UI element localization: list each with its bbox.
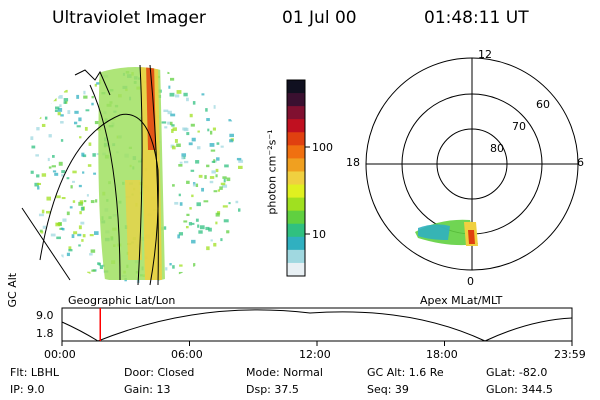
colorbar-swatch (287, 262, 305, 277)
mlt-label-18: 18 (346, 156, 360, 169)
altitude-curve (61, 309, 573, 342)
colorbar-swatch (287, 158, 305, 172)
colorbar-swatch (287, 119, 305, 133)
colorbar-swatch (287, 80, 305, 94)
geographic-grid (21, 64, 159, 286)
colorbar-swatch (287, 223, 305, 238)
colorbar-swatch (287, 132, 305, 146)
colorbar-swatch (287, 210, 305, 225)
polar-caption: Apex MLat/MLT (420, 294, 503, 307)
timeline-ylabel: GC Alt (6, 272, 19, 308)
colorbar-swatch (287, 236, 305, 251)
instrument-title: Ultraviolet Imager (52, 8, 206, 28)
ip-value: IP: 9.0 (10, 383, 45, 396)
polar-aurora (415, 219, 478, 246)
mlat-label-60: 60 (536, 98, 550, 111)
glat-value: GLat: -82.0 (486, 366, 548, 379)
mlt-label-0: 0 (467, 275, 474, 288)
timeline-ytick-top: 9.0 (36, 309, 54, 322)
mlat-label-70: 70 (512, 120, 526, 133)
colorbar-swatch (287, 171, 305, 186)
colorbar-tick-100: 100 (312, 141, 333, 154)
gain-value: Gain: 13 (124, 383, 171, 396)
colorbar-swatch (287, 106, 305, 120)
mlat-label-80: 80 (490, 142, 504, 155)
timeline-ytick-bottom: 1.8 (36, 327, 54, 340)
image-date: 01 Jul 00 (282, 8, 357, 28)
colorbar-swatch (287, 249, 305, 264)
image-time: 01:48:11 UT (424, 8, 529, 28)
mlt-label-12: 12 (478, 48, 492, 61)
colorbar-swatch (287, 197, 305, 212)
timeline-xtick-1800: 18:00 (426, 348, 458, 361)
mlt-label-6: 6 (577, 156, 584, 169)
timeline-xtick-2359: 23:59 (554, 348, 586, 361)
gc-alt-value: GC Alt: 1.6 Re (367, 366, 444, 379)
filter-value: Flt: LBHL (10, 366, 59, 379)
timeline-xtick-0600: 06:00 (171, 348, 203, 361)
mode-value: Mode: Normal (246, 366, 323, 379)
seq-value: Seq: 39 (367, 383, 409, 396)
colorbar-swatch (287, 93, 305, 107)
timeline-xtick-1200: 12:00 (299, 348, 331, 361)
door-value: Door: Closed (124, 366, 195, 379)
timeline-xtick-0000: 00:00 (44, 348, 76, 361)
dsp-value: Dsp: 37.5 (246, 383, 299, 396)
colorbar-swatch (287, 145, 305, 159)
geographic-caption: Geographic Lat/Lon (68, 294, 176, 307)
colorbar-tick-10: 10 (312, 228, 326, 241)
glon-value: GLon: 344.5 (486, 383, 553, 396)
colorbar-swatch (287, 184, 305, 199)
